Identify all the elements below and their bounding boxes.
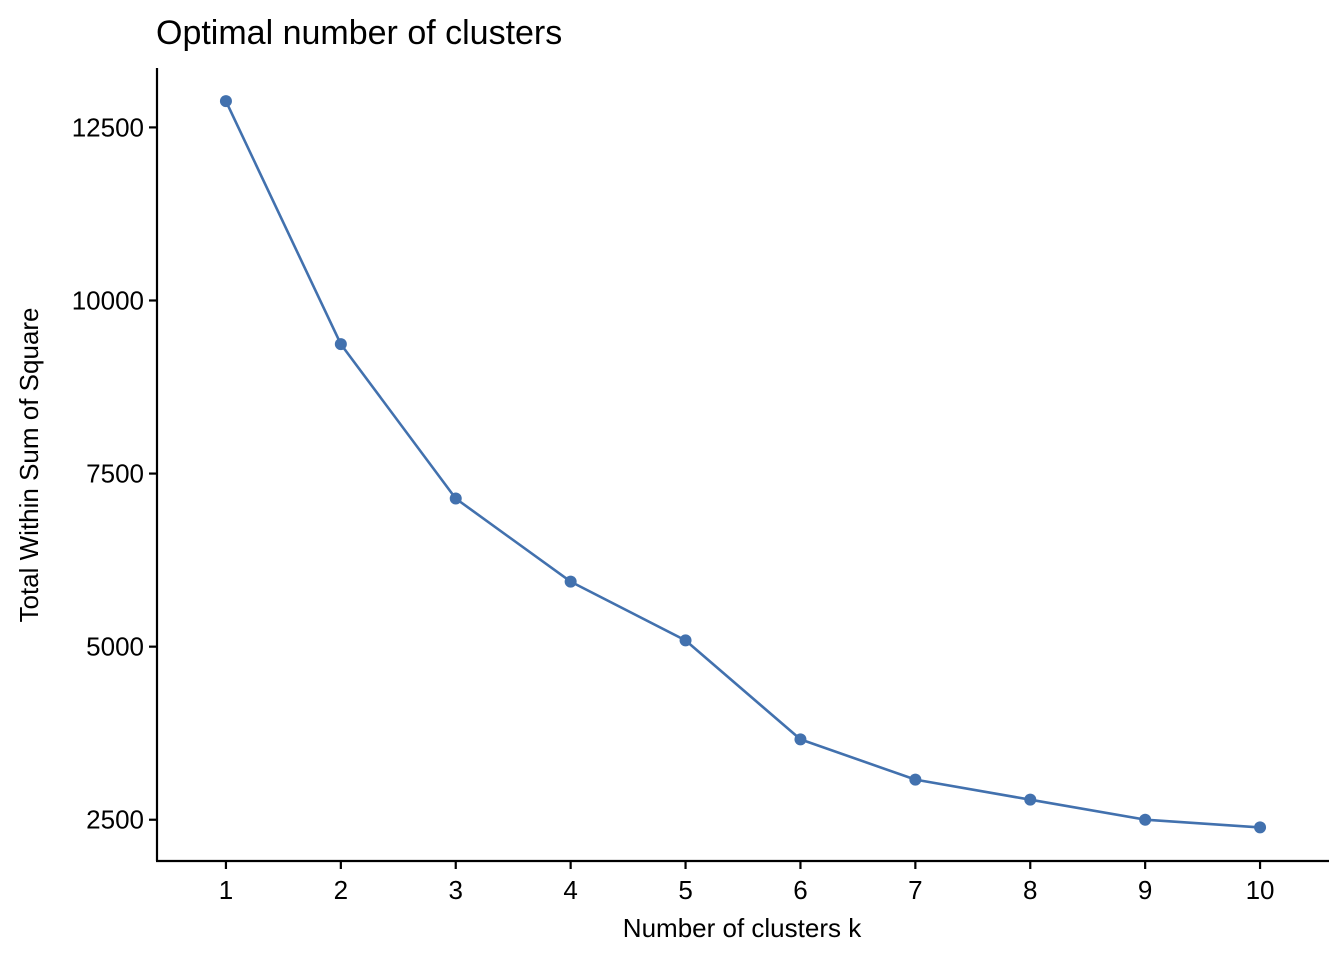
x-tick-label: 8	[1023, 875, 1037, 905]
x-tick-label: 9	[1138, 875, 1152, 905]
data-point	[909, 773, 922, 786]
data-point	[449, 492, 462, 505]
data-point	[564, 575, 577, 588]
x-ticks: 1 2 3 4 5 6 7 8 9 10	[219, 861, 1275, 905]
data-point	[1139, 813, 1152, 826]
y-ticks: 2500 5000 7500 10000 12500	[72, 112, 157, 835]
data-point	[679, 634, 692, 647]
chart-title: Optimal number of clusters	[156, 14, 562, 52]
data-point	[219, 95, 232, 108]
x-tick-label: 5	[678, 875, 692, 905]
y-axis-label: Total Within Sum of Square	[14, 307, 44, 622]
data-point	[794, 733, 807, 746]
y-tick-label: 5000	[86, 632, 144, 662]
data-point	[1024, 793, 1037, 806]
data-point	[1254, 821, 1267, 834]
x-tick-label: 6	[793, 875, 807, 905]
x-tick-label: 2	[334, 875, 348, 905]
x-tick-label: 3	[449, 875, 463, 905]
y-tick-label: 2500	[86, 805, 144, 835]
axes	[155, 68, 1329, 863]
series-layer	[219, 95, 1267, 834]
x-tick-label: 10	[1246, 875, 1275, 905]
x-tick-label: 7	[908, 875, 922, 905]
x-tick-label: 1	[219, 875, 233, 905]
data-point	[334, 338, 347, 351]
x-axis-label: Number of clusters k	[623, 913, 862, 943]
series-line	[224, 100, 1261, 829]
y-tick-label: 12500	[72, 112, 144, 142]
y-tick-label: 10000	[72, 285, 144, 315]
x-tick-label: 4	[563, 875, 577, 905]
y-tick-label: 7500	[86, 459, 144, 489]
